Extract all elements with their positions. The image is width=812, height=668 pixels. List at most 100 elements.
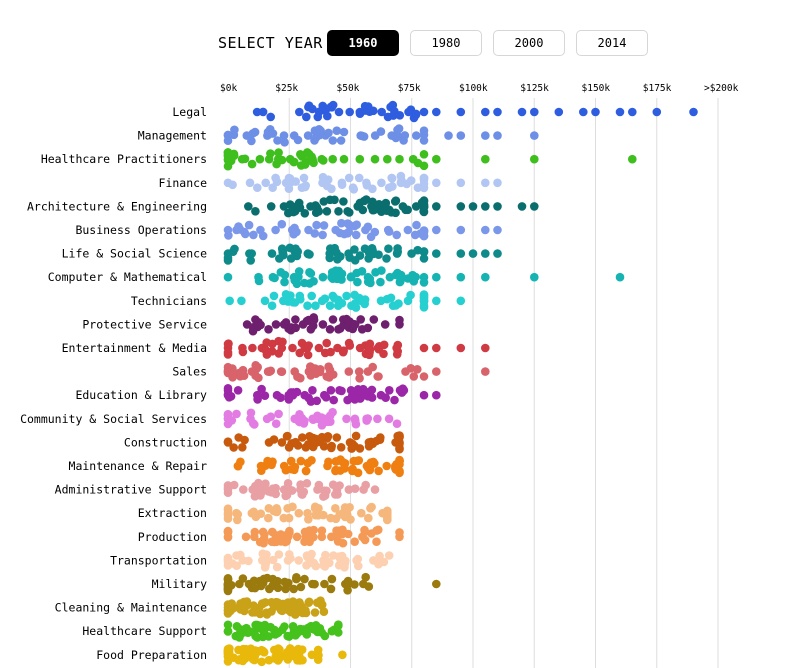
- data-point[interactable]: [370, 154, 380, 164]
- data-point[interactable]: [321, 550, 330, 560]
- data-point[interactable]: [285, 528, 294, 537]
- data-point[interactable]: [314, 207, 324, 216]
- data-point[interactable]: [409, 372, 419, 381]
- data-point[interactable]: [294, 556, 304, 565]
- data-point[interactable]: [432, 579, 441, 589]
- data-point[interactable]: [384, 551, 394, 560]
- data-point[interactable]: [294, 508, 304, 518]
- data-point[interactable]: [340, 459, 350, 468]
- data-point[interactable]: [269, 435, 279, 444]
- data-point[interactable]: [394, 124, 404, 133]
- data-point[interactable]: [322, 338, 332, 348]
- data-point[interactable]: [373, 414, 382, 424]
- data-point[interactable]: [317, 532, 327, 542]
- data-point[interactable]: [481, 202, 490, 211]
- data-point[interactable]: [305, 250, 314, 259]
- data-point[interactable]: [350, 320, 360, 329]
- data-point[interactable]: [355, 374, 364, 383]
- data-point[interactable]: [353, 468, 363, 478]
- data-point[interactable]: [386, 293, 396, 303]
- data-point[interactable]: [332, 433, 342, 442]
- data-point[interactable]: [493, 202, 502, 211]
- data-point[interactable]: [309, 532, 318, 542]
- data-point[interactable]: [256, 509, 266, 518]
- data-point[interactable]: [304, 597, 314, 607]
- data-point[interactable]: [245, 178, 255, 188]
- data-point[interactable]: [338, 538, 348, 548]
- data-point[interactable]: [229, 480, 239, 490]
- data-point[interactable]: [334, 207, 343, 216]
- data-point[interactable]: [481, 178, 490, 188]
- data-point[interactable]: [312, 220, 321, 230]
- data-point[interactable]: [432, 390, 441, 400]
- data-point[interactable]: [307, 549, 316, 559]
- data-point[interactable]: [271, 225, 280, 235]
- data-point[interactable]: [351, 230, 361, 240]
- data-point[interactable]: [530, 202, 539, 211]
- year-button-1980[interactable]: 1980: [410, 30, 482, 56]
- data-point[interactable]: [244, 556, 253, 566]
- data-point[interactable]: [296, 295, 305, 304]
- data-point[interactable]: [294, 267, 304, 276]
- data-point[interactable]: [273, 576, 282, 586]
- data-point[interactable]: [223, 627, 233, 636]
- data-point[interactable]: [298, 433, 307, 442]
- data-point[interactable]: [302, 630, 312, 639]
- data-point[interactable]: [253, 395, 262, 404]
- data-point[interactable]: [456, 131, 466, 140]
- data-point[interactable]: [266, 202, 276, 211]
- data-point[interactable]: [493, 225, 502, 235]
- data-point[interactable]: [317, 600, 327, 609]
- data-point[interactable]: [399, 386, 409, 395]
- data-point[interactable]: [353, 554, 363, 564]
- data-point[interactable]: [419, 150, 429, 159]
- data-point[interactable]: [493, 131, 502, 140]
- data-point[interactable]: [456, 343, 466, 353]
- data-point[interactable]: [403, 205, 413, 215]
- data-point[interactable]: [267, 347, 277, 356]
- data-point[interactable]: [384, 414, 394, 424]
- data-point[interactable]: [406, 176, 416, 185]
- data-point[interactable]: [406, 364, 416, 373]
- data-point[interactable]: [297, 645, 307, 654]
- data-point[interactable]: [302, 479, 312, 488]
- data-point[interactable]: [316, 365, 325, 374]
- data-point[interactable]: [381, 198, 391, 208]
- data-point[interactable]: [258, 107, 268, 117]
- data-point[interactable]: [481, 249, 490, 258]
- data-point[interactable]: [289, 584, 299, 594]
- data-point[interactable]: [233, 386, 243, 395]
- data-point[interactable]: [277, 219, 287, 229]
- data-point[interactable]: [310, 579, 319, 589]
- data-point[interactable]: [370, 485, 380, 494]
- data-point[interactable]: [274, 148, 283, 157]
- data-point[interactable]: [223, 488, 233, 498]
- data-point[interactable]: [432, 249, 441, 258]
- data-point[interactable]: [279, 250, 288, 260]
- data-point[interactable]: [365, 345, 375, 354]
- data-point[interactable]: [327, 574, 337, 584]
- data-point[interactable]: [284, 513, 294, 523]
- data-point[interactable]: [377, 107, 387, 117]
- data-point[interactable]: [261, 558, 271, 567]
- data-point[interactable]: [327, 441, 337, 451]
- data-point[interactable]: [308, 386, 317, 395]
- data-point[interactable]: [310, 608, 320, 617]
- data-point[interactable]: [326, 417, 335, 427]
- data-point[interactable]: [530, 131, 539, 140]
- data-point[interactable]: [530, 154, 539, 164]
- data-point[interactable]: [336, 136, 346, 145]
- data-point[interactable]: [240, 154, 250, 164]
- data-point[interactable]: [274, 550, 284, 559]
- data-point[interactable]: [273, 136, 282, 145]
- data-point[interactable]: [400, 131, 410, 140]
- data-point[interactable]: [456, 202, 466, 211]
- data-point[interactable]: [391, 196, 401, 205]
- data-point[interactable]: [319, 221, 329, 230]
- data-point[interactable]: [255, 154, 265, 164]
- data-point[interactable]: [456, 249, 466, 258]
- data-point[interactable]: [387, 174, 397, 183]
- data-point[interactable]: [304, 341, 314, 350]
- data-point[interactable]: [308, 104, 317, 114]
- data-point[interactable]: [493, 249, 502, 258]
